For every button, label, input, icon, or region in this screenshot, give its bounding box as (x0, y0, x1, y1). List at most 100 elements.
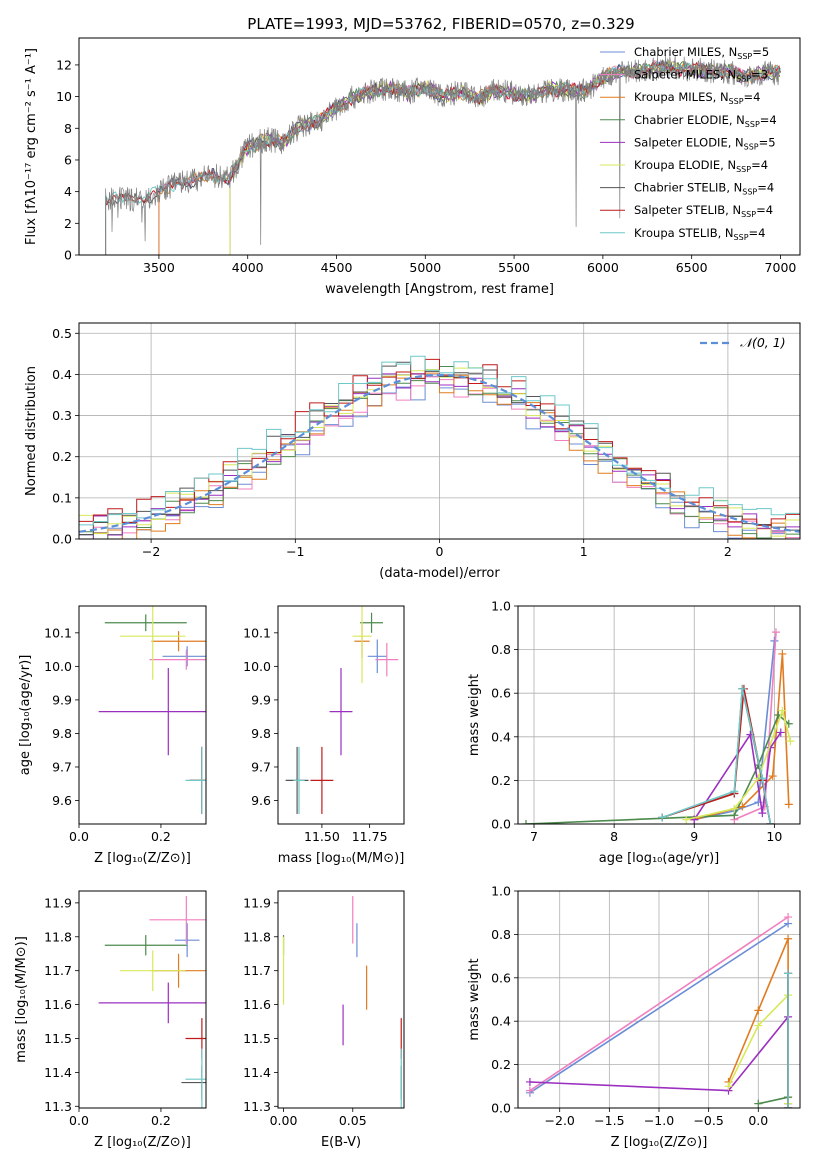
y-tick-label: 0.4 (52, 367, 72, 382)
x-tick-label: 0.0 (748, 1113, 768, 1128)
y-tick-label: 11.5 (243, 1031, 271, 1046)
legend-sub: SSP (736, 165, 751, 174)
y-tick-label: 11.4 (44, 1065, 72, 1080)
legend-tail: =5 (759, 135, 776, 149)
y-axis-label: mass [log₁₀(M/M⊙)] (14, 936, 29, 1063)
x-tick-label: 11.75 (352, 829, 388, 844)
legend-label: Salpeter ELODIE, NSSP=5 (634, 135, 776, 151)
legend-text: Salpeter MILES, N (634, 68, 736, 82)
x-axis-label: Z [log₁₀(Z/Z⊙)] (611, 1135, 708, 1150)
legend-sub: SSP (734, 233, 749, 242)
legend-tail: =4 (749, 226, 766, 240)
weight-line (529, 922, 789, 1094)
legend-label: Kroupa ELODIE, NSSP=4 (634, 158, 768, 174)
errorbar-group (98, 606, 206, 814)
y-tick-label: 9.9 (52, 692, 72, 707)
legend-tail: =3 (751, 68, 768, 82)
y-tick-label: 11.3 (243, 1099, 271, 1114)
y-tick-label: 10 (56, 89, 72, 104)
weight-marker (771, 628, 780, 637)
x-tick-label: 0.0 (69, 1113, 89, 1128)
y-axis-label: mass weight (467, 674, 482, 756)
y-tick-label: 0.2 (491, 1057, 511, 1072)
x-tick-label: 2 (724, 544, 732, 559)
y-tick-label: 9.8 (251, 726, 271, 741)
weight-line (758, 973, 789, 1105)
weight-marker (730, 804, 739, 813)
y-tick-label: 10.1 (243, 625, 271, 640)
legend-tail: =4 (760, 113, 777, 127)
weight-marker (730, 787, 739, 796)
y-tick-label: 11.9 (44, 895, 72, 910)
x-axis-label: (data-model)/error (379, 566, 500, 581)
y-tick-label: 9.8 (52, 726, 72, 741)
x-tick-label: 3500 (143, 260, 175, 275)
legend-label: Salpeter MILES, NSSP=3 (634, 68, 768, 84)
y-tick-label: 9.6 (52, 793, 72, 808)
legend-text: Chabrier STELIB, N (634, 181, 742, 195)
y-axis-label: Normed distribution (24, 366, 39, 496)
weight-marker (724, 1082, 733, 1091)
legend-label: Salpeter STELIB, NSSP=4 (634, 203, 773, 219)
legend-sub: SSP (741, 210, 756, 219)
weight-marker (778, 649, 787, 658)
y-tick-label: 0.1 (52, 490, 72, 505)
legend-text: Chabrier MILES, N (634, 45, 737, 59)
y-tick-label: 0.0 (491, 1101, 511, 1116)
legend-text: Kroupa MILES, N (634, 90, 729, 104)
axes-frame (78, 605, 207, 825)
axes-frame (517, 605, 801, 825)
x-axis-label: Z [log₁₀(Z/Z⊙)] (94, 851, 191, 866)
weight-line (529, 916, 789, 1092)
legend-tail: =4 (756, 203, 773, 217)
axes-frame (517, 890, 801, 1109)
legend-tail: =4 (744, 90, 761, 104)
x-tick-label: 5000 (409, 260, 441, 275)
x-tick-label: 0.2 (151, 1113, 171, 1128)
y-tick-label: 11.5 (44, 1031, 72, 1046)
y-tick-label: 0.6 (491, 970, 511, 985)
weight-marker (754, 1006, 763, 1015)
x-tick-label: 8 (610, 829, 618, 844)
weight-marker (658, 813, 667, 822)
weight-marker (766, 820, 775, 824)
y-tick-label: 0.8 (491, 642, 511, 657)
mass-vs-z-panel: 0.0 0.2 11.3 11.4 11.5 11.6 11.7 11.8 11.9 Z [log… (14, 890, 207, 1150)
y-tick-label: 9.9 (251, 692, 271, 707)
weight-marker (784, 934, 793, 943)
x-axis-label: wavelength [Angstrom, rest frame] (325, 282, 554, 297)
histogram-step (79, 358, 800, 527)
weight-lines (522, 628, 795, 824)
x-tick-label: 6500 (676, 260, 708, 275)
errorbar-group (285, 606, 399, 814)
weight-vs-z-panel: −2.0 −1.5 −1.0 −0.5 0.0 0.0 0.2 0.4 0.6 0.8 1.0 Z [… (467, 884, 801, 1150)
weight-marker (776, 728, 785, 737)
weight-marker (786, 737, 795, 746)
weight-marker (738, 684, 747, 693)
y-tick-label: 11.7 (243, 963, 271, 978)
weight-vs-age-panel: 7 8 9 10 0.0 0.2 0.4 0.6 0.8 1.0 age [log₁₀(age/yr… (467, 599, 801, 866)
x-tick-label: 11.50 (304, 829, 340, 844)
x-tick-label: 0.05 (339, 1113, 367, 1128)
x-tick-label: 1 (580, 544, 588, 559)
y-axis-label: mass weight (467, 958, 482, 1040)
y-tick-label: 11.6 (44, 997, 72, 1012)
x-axis-label: Z [log₁₀(Z/Z⊙)] (94, 1135, 191, 1150)
x-axis-label: mass [log₁₀(M/M⊙)] (278, 851, 405, 866)
spectrum-lines (105, 55, 781, 255)
axes-frame (277, 890, 405, 1109)
legend-sub: SSP (736, 75, 751, 84)
age-vs-z-panel: 0.0 0.2 9.6 9.7 9.8 9.9 10.0 10.1 Z [log₁₀(Z/Z⊙)… (18, 605, 207, 866)
y-tick-label: 10.0 (44, 659, 72, 674)
x-axis-label: E(B-V) (321, 1135, 361, 1150)
legend-text: Chabrier ELODIE, N (634, 113, 745, 127)
x-axis-label: age [log₁₀(age/yr)] (599, 851, 720, 866)
legend-text: Kroupa ELODIE, N (634, 158, 736, 172)
y-tick-label: 9.7 (251, 759, 271, 774)
x-tick-label: 10 (766, 829, 782, 844)
weight-marker (682, 815, 691, 824)
y-tick-label: 0.4 (491, 729, 511, 744)
y-tick-label: 0.2 (52, 449, 72, 464)
x-tick-label: 0 (436, 544, 444, 559)
